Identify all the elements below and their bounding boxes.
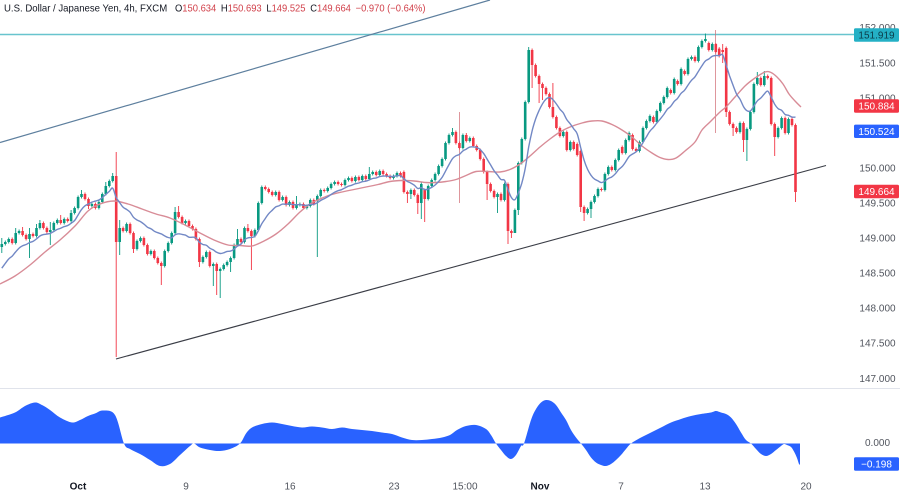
svg-text:147.500: 147.500 bbox=[859, 339, 896, 350]
svg-text:U.S. Dollar / Japanese Yen, 4h: U.S. Dollar / Japanese Yen, 4h, FXCM bbox=[4, 3, 167, 14]
svg-text:151.919: 151.919 bbox=[858, 31, 895, 42]
svg-text:149.000: 149.000 bbox=[859, 234, 896, 245]
svg-text:15:00: 15:00 bbox=[452, 482, 477, 493]
svg-text:148.000: 148.000 bbox=[859, 304, 896, 315]
svg-text:9: 9 bbox=[183, 482, 189, 493]
svg-text:Nov: Nov bbox=[531, 482, 550, 493]
svg-text:20: 20 bbox=[800, 482, 812, 493]
svg-text:148.500: 148.500 bbox=[859, 269, 896, 280]
svg-text:150.000: 150.000 bbox=[859, 164, 896, 175]
svg-text:151.500: 151.500 bbox=[859, 59, 896, 70]
svg-text:149.664: 149.664 bbox=[858, 187, 895, 198]
svg-text:149.500: 149.500 bbox=[859, 199, 896, 210]
svg-text:150.884: 150.884 bbox=[858, 102, 895, 113]
svg-text:7: 7 bbox=[618, 482, 624, 493]
svg-text:23: 23 bbox=[388, 482, 400, 493]
svg-text:147.000: 147.000 bbox=[859, 374, 896, 385]
svg-text:13: 13 bbox=[699, 482, 711, 493]
svg-text:−0.198: −0.198 bbox=[861, 460, 892, 471]
svg-text:151.000: 151.000 bbox=[859, 94, 896, 105]
svg-text:0.000: 0.000 bbox=[865, 438, 890, 449]
svg-text:16: 16 bbox=[284, 482, 296, 493]
svg-text:Oct: Oct bbox=[70, 482, 87, 493]
svg-text:150.524: 150.524 bbox=[858, 127, 895, 138]
